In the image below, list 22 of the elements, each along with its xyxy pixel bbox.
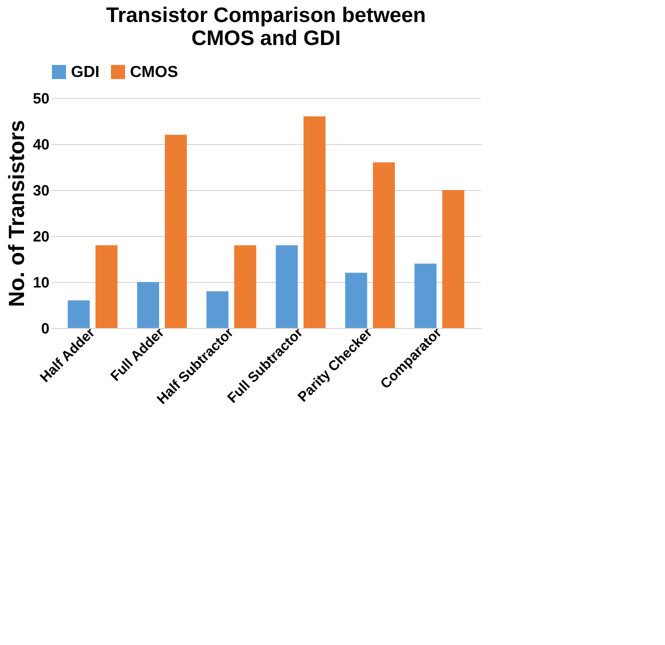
bar: [372, 162, 395, 328]
chart-title: Transistor Comparison between CMOS and GDI: [106, 4, 426, 50]
bar: [137, 282, 160, 328]
bar: [276, 245, 298, 328]
bar: [95, 245, 118, 328]
legend-label: CMOS: [130, 64, 178, 81]
y-tick-label: 20: [32, 228, 50, 246]
bar: [164, 134, 187, 328]
y-tick-label: 30: [32, 182, 50, 200]
y-tick-label: 40: [32, 136, 50, 154]
bar: [442, 190, 464, 328]
y-tick-label: 50: [32, 90, 50, 108]
y-axis-title: No. of Transistors: [4, 120, 29, 308]
y-tick-label: 10: [32, 274, 50, 292]
bar: [234, 245, 256, 328]
y-tick-label: 0: [41, 320, 50, 338]
bar: [304, 116, 326, 328]
bar: [206, 291, 228, 328]
bar: [68, 300, 90, 328]
bar: [345, 272, 368, 328]
legend-label: GDI: [71, 64, 100, 81]
bar: [414, 264, 437, 328]
